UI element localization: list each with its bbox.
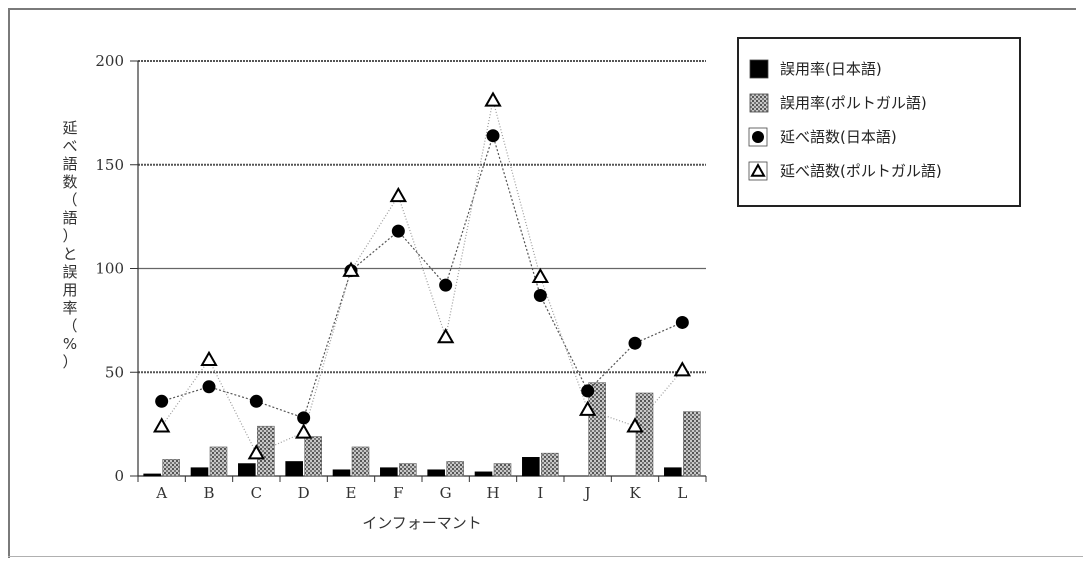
x-tick-label: F [393, 484, 403, 502]
legend-label: 誤用率(日本語) [780, 60, 882, 78]
triangle-marker [484, 91, 502, 107]
triangle-marker [531, 267, 550, 284]
triangle-marker [673, 361, 692, 377]
triangle-marker [389, 186, 408, 203]
bar-pt-error [493, 463, 512, 477]
bar-jp-error [143, 473, 161, 477]
bar-jp-error [238, 463, 256, 477]
bar-pt-error [635, 392, 654, 477]
series-lines [161, 100, 683, 454]
legend-label: 延べ語数(ポルトガル語) [780, 162, 942, 180]
circle-marker [297, 411, 311, 425]
legend-label: 延べ語数(日本語) [780, 128, 897, 146]
y-tick-label: 0 [114, 467, 124, 485]
x-tick-label: L [677, 484, 687, 502]
x-tick-label: C [251, 484, 262, 502]
bar-pt-error [162, 459, 180, 477]
triangle-marker [200, 350, 218, 367]
bars [143, 382, 701, 477]
bar-jp-error [522, 457, 540, 477]
x-tick-label: B [203, 484, 214, 502]
circle-marker [486, 129, 500, 143]
y-tick-label: 200 [95, 52, 124, 70]
bar-pt-error [541, 452, 559, 477]
y-tick-label: 100 [95, 260, 124, 278]
x-tick-label: K [629, 484, 641, 502]
legend-swatch [749, 59, 769, 79]
circle-marker [202, 380, 216, 394]
legend-swatch [752, 131, 764, 143]
triangle-marker [294, 423, 313, 439]
circle-marker [391, 224, 405, 238]
labels: 0 50 100 150 200 A B C D E F G H I J K L インフォーマント 延べ語数（語）と… [62, 52, 687, 532]
series-line-pt-tokens [161, 100, 683, 454]
circle-marker [581, 384, 595, 398]
triangle-marker [342, 261, 360, 277]
series-markers [152, 91, 692, 460]
axes [130, 60, 707, 482]
bar-pt-error [399, 463, 417, 477]
gridlines [138, 60, 706, 374]
y-axis-title: 延べ語数（語）と誤用率（%） [62, 119, 77, 371]
x-tick-label: D [298, 484, 310, 502]
bar-jp-error [332, 469, 351, 477]
series-line-jp-tokens [161, 133, 683, 419]
circle-marker [439, 278, 453, 292]
bar-pt-error [351, 446, 370, 477]
bar-pt-error [446, 461, 464, 477]
chart-frame [8, 8, 1076, 558]
bar-jp-error [474, 471, 493, 477]
bar-jp-error [427, 469, 445, 477]
triangle-marker [152, 417, 171, 433]
triangle-marker [578, 400, 597, 416]
circle-marker [249, 394, 263, 408]
bar-jp-error [285, 461, 303, 477]
x-tick-label: I [537, 484, 543, 502]
bar-pt-error [304, 436, 322, 477]
circle-marker [628, 336, 642, 350]
triangle-marker [247, 444, 266, 460]
x-tick-label: E [346, 484, 357, 502]
legend-swatch [750, 162, 766, 177]
frame-bottom-edge [8, 556, 1083, 557]
circle-marker [675, 315, 689, 329]
bar-pt-error [209, 446, 228, 477]
legend-label: 誤用率(ポルトガル語) [780, 94, 927, 112]
x-tick-label: A [155, 484, 167, 502]
y-tick-label: 150 [95, 156, 124, 174]
bar-jp-error [190, 467, 209, 477]
triangle-marker [436, 327, 455, 344]
bar-jp-error [664, 467, 682, 477]
bar-pt-error [588, 382, 606, 477]
circle-marker [155, 394, 169, 408]
y-tick-label: 50 [105, 363, 124, 381]
bar-pt-error [683, 411, 701, 477]
bar-jp-error [380, 467, 398, 477]
legend: 誤用率(日本語) 誤用率(ポルトガル語) 延べ語数(日本語) 延べ語数(ポルトガル語) [737, 37, 1021, 207]
x-tick-label: H [486, 484, 499, 502]
x-tick-label: G [440, 484, 452, 502]
x-tick-label: J [583, 484, 591, 502]
triangle-marker [626, 417, 644, 433]
legend-box [737, 37, 1021, 207]
x-axis-title: インフォーマント [362, 514, 482, 532]
circle-marker [533, 288, 547, 302]
legend-swatch [749, 93, 769, 113]
